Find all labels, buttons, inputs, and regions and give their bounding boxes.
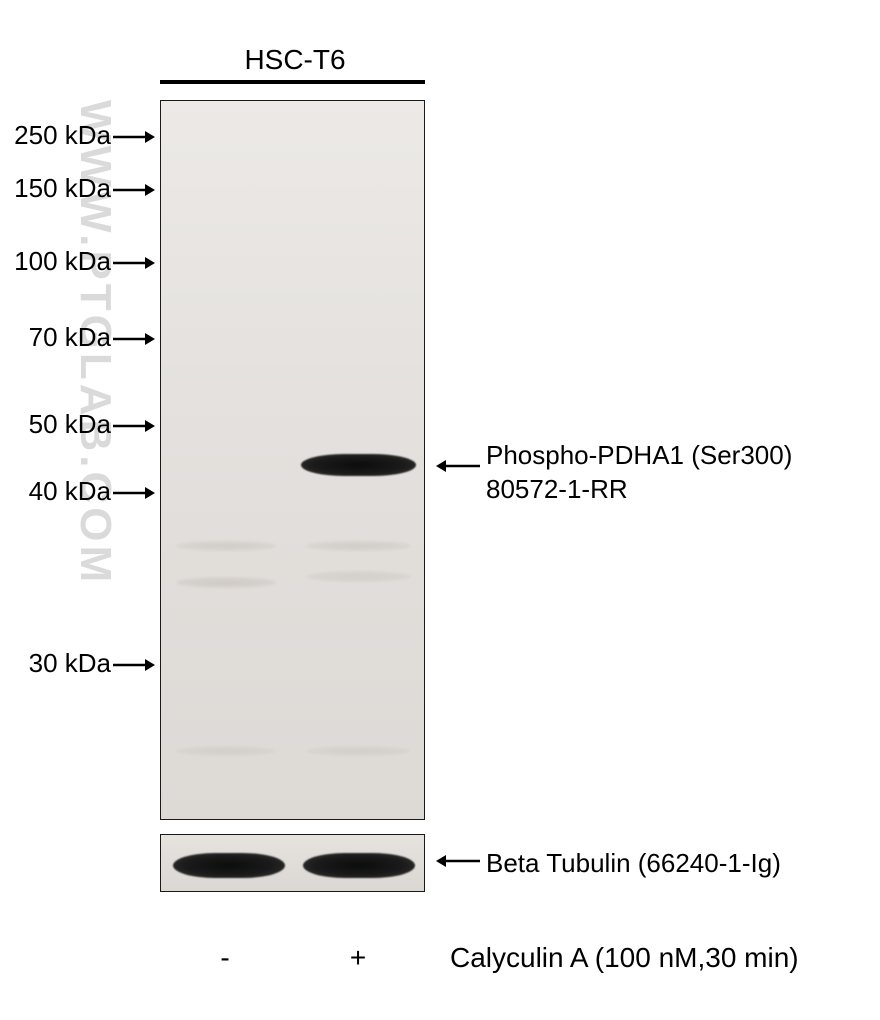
treatment-symbol-lane1: - <box>200 942 250 974</box>
mw-marker-150: 150 kDa <box>0 173 155 204</box>
arrow-left-icon <box>436 851 480 871</box>
arrow-right-icon <box>111 127 155 147</box>
band-phospho-pdha1 <box>301 454 416 476</box>
arrow-right-icon <box>111 180 155 200</box>
mw-marker-70: 70 kDa <box>0 322 155 353</box>
mw-marker-50: 50 kDa <box>0 409 155 440</box>
mw-marker-30: 30 kDa <box>0 648 155 679</box>
arrow-right-icon <box>111 416 155 436</box>
mw-marker-label: 100 kDa <box>14 246 111 276</box>
mw-marker-label: 250 kDa <box>14 120 111 150</box>
band-faint <box>306 746 411 756</box>
arrow-right-icon <box>111 253 155 273</box>
band-faint <box>176 746 276 756</box>
blot-main <box>160 100 425 820</box>
mw-marker-100: 100 kDa <box>0 246 155 277</box>
sample-bracket <box>160 80 425 84</box>
annotation-tubulin-text: Beta Tubulin (66240-1-Ig) <box>486 848 781 879</box>
annotation-phospho <box>436 456 480 476</box>
treatment-symbol-lane2: + <box>333 942 383 974</box>
mw-marker-label: 150 kDa <box>14 173 111 203</box>
arrow-right-icon <box>111 483 155 503</box>
band-faint <box>306 541 411 551</box>
blot-loading-control <box>160 834 425 892</box>
band-beta-tubulin-lane2 <box>303 853 415 878</box>
mw-marker-label: 40 kDa <box>29 476 111 506</box>
mw-marker-250: 250 kDa <box>0 120 155 151</box>
band-beta-tubulin-lane1 <box>173 853 285 878</box>
mw-marker-label: 50 kDa <box>29 409 111 439</box>
band-faint <box>306 571 411 582</box>
arrow-right-icon <box>111 655 155 675</box>
annotation-phospho-text1: Phospho-PDHA1 (Ser300) <box>486 440 792 471</box>
arrow-left-icon <box>436 456 480 476</box>
arrow-right-icon <box>111 329 155 349</box>
annotation-tubulin <box>436 851 480 871</box>
mw-marker-label: 30 kDa <box>29 648 111 678</box>
band-faint <box>176 541 276 551</box>
band-faint <box>176 577 276 588</box>
figure-canvas: HSC-T6 WWW.PTGLAB.COM 250 kDa 150 kDa 10… <box>0 0 880 1020</box>
mw-marker-label: 70 kDa <box>29 322 111 352</box>
treatment-label: Calyculin A (100 nM,30 min) <box>450 942 799 974</box>
mw-marker-40: 40 kDa <box>0 476 155 507</box>
sample-label: HSC-T6 <box>215 44 375 76</box>
annotation-phospho-text2: 80572-1-RR <box>486 474 628 505</box>
